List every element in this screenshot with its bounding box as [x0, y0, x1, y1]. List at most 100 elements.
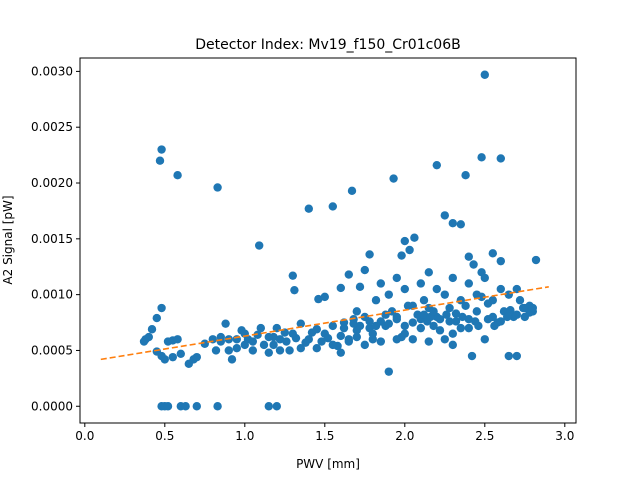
data-point	[480, 70, 489, 79]
data-point	[264, 332, 273, 342]
data-point	[400, 321, 409, 331]
data-point	[467, 351, 477, 361]
data-point	[472, 290, 481, 299]
data-point	[176, 349, 185, 358]
data-point	[256, 323, 265, 333]
data-point	[248, 337, 257, 346]
y-tick-label: 0.0025	[31, 120, 73, 134]
data-point	[253, 330, 262, 340]
data-point	[328, 202, 337, 211]
data-point	[371, 321, 381, 331]
y-tick-label: 0.0010	[31, 288, 73, 302]
data-point	[419, 310, 429, 319]
axes-frame	[79, 57, 577, 424]
data-point	[355, 321, 365, 331]
data-point	[445, 317, 454, 326]
x-tick-label: 1.0	[235, 429, 254, 443]
data-point	[181, 402, 190, 411]
data-point	[347, 186, 357, 196]
data-point	[147, 325, 157, 334]
data-point	[488, 296, 497, 305]
data-point	[469, 260, 478, 269]
data-point	[504, 290, 513, 299]
data-point	[528, 303, 537, 313]
y-axis-title: A2 Signal [pW]	[1, 195, 15, 284]
data-point	[515, 296, 525, 305]
data-point	[365, 317, 374, 326]
data-point	[285, 346, 294, 355]
data-point	[157, 145, 166, 154]
data-point	[519, 303, 528, 313]
data-point	[490, 321, 499, 331]
data-point	[389, 174, 398, 183]
data-point	[192, 352, 201, 362]
data-point	[448, 219, 457, 228]
data-point	[400, 236, 409, 246]
data-point	[282, 337, 291, 346]
data-point	[213, 402, 222, 411]
data-point	[152, 313, 161, 323]
data-point	[317, 337, 326, 346]
data-point	[320, 292, 329, 302]
chart-title: Detector Index: Mv19_f150_Cr01c06B	[195, 37, 460, 53]
plot-area	[100, 70, 549, 411]
data-point	[155, 156, 165, 165]
data-point	[296, 319, 305, 328]
data-point	[200, 339, 209, 348]
data-point	[259, 340, 269, 350]
data-point	[440, 211, 449, 220]
data-point	[504, 351, 513, 361]
data-point	[224, 346, 233, 355]
data-point	[464, 314, 473, 324]
data-point	[248, 346, 257, 355]
data-point	[376, 337, 385, 346]
data-point	[435, 326, 445, 335]
y-tick-label: 0.0005	[31, 343, 73, 357]
data-point	[144, 332, 153, 342]
data-point	[232, 344, 241, 353]
data-point	[264, 402, 273, 411]
y-tick-label: 0.0030	[31, 64, 73, 78]
data-point	[296, 344, 305, 353]
data-point	[288, 271, 297, 280]
data-point	[440, 335, 449, 344]
data-point	[424, 268, 433, 277]
data-point	[381, 310, 390, 319]
data-point	[384, 290, 393, 299]
data-point	[416, 323, 425, 333]
data-point	[456, 296, 465, 305]
x-tick-label: 0.0	[75, 429, 94, 443]
data-point	[496, 154, 505, 163]
data-point	[272, 402, 281, 411]
data-point	[336, 331, 345, 341]
data-point	[451, 309, 461, 318]
data-point	[352, 307, 361, 316]
y-axis: 0.0000 0.0005 0.0010 0.0015 0.0020 0.0025 0.00…	[31, 64, 80, 413]
data-point	[392, 273, 401, 283]
x-tick-label: 2.0	[395, 429, 414, 443]
data-point	[445, 303, 454, 313]
data-point	[512, 310, 521, 319]
data-point	[221, 319, 230, 328]
data-point	[397, 251, 406, 260]
data-point	[192, 402, 201, 411]
data-point	[480, 335, 489, 344]
data-point	[384, 367, 393, 376]
x-tick-label: 0.5	[155, 429, 174, 443]
data-point	[435, 314, 445, 324]
data-point	[464, 323, 473, 333]
data-point	[304, 204, 313, 213]
data-point	[400, 329, 409, 338]
fit-line	[100, 286, 549, 361]
data-point	[496, 317, 505, 326]
data-point	[429, 307, 438, 316]
data-point	[400, 284, 409, 294]
data-point	[216, 337, 225, 346]
data-point	[464, 252, 473, 261]
data-point	[506, 306, 515, 315]
data-point	[384, 319, 393, 328]
fit-line-layer	[100, 286, 549, 361]
data-point	[451, 317, 461, 326]
data-point	[472, 307, 481, 316]
